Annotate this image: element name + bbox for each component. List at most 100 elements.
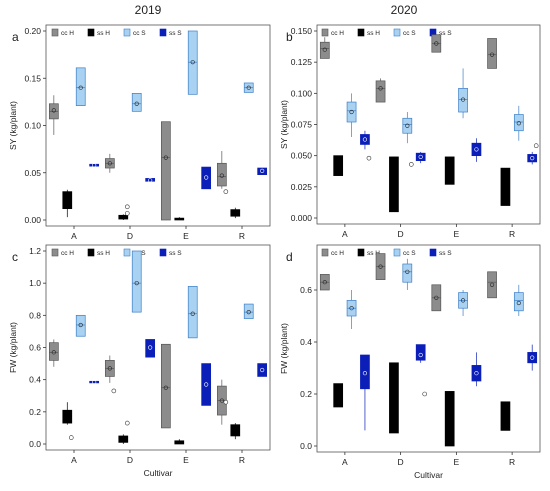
y-tick-label: 0.05: [24, 168, 41, 178]
box-cc-S-A: [346, 93, 357, 137]
legend-swatch: [393, 248, 401, 257]
box: [389, 362, 399, 434]
mean-marker: [107, 161, 112, 166]
box-cc-H-D: [375, 78, 386, 103]
legend-swatch: [357, 248, 365, 257]
box-ss-S-D: [415, 344, 427, 397]
y-tick-label: 0.6: [300, 285, 312, 295]
legend: cc H ss H cc S ss S: [321, 248, 452, 257]
y-tick-label: 0.10: [24, 121, 41, 131]
box-cc-H-A: [48, 95, 59, 135]
mean-marker: [219, 398, 224, 403]
x-tick-label: E: [183, 231, 189, 241]
y-axis-label: SY (kg/plant): [279, 100, 289, 149]
mean-marker: [219, 173, 224, 178]
y-tick-label: 0.100: [291, 88, 313, 98]
box: [145, 339, 156, 358]
legend-label: ss S: [169, 250, 182, 257]
box-cc-H-E: [431, 284, 442, 312]
mean-marker: [246, 310, 251, 315]
box: [230, 424, 241, 437]
y-tick-label: 0.00: [24, 215, 41, 225]
panel-label: d: [286, 250, 293, 264]
box: [62, 409, 73, 424]
x-tick-label: D: [127, 231, 133, 241]
outlier-point: [409, 162, 414, 167]
mean-marker: [92, 163, 97, 168]
panel-label: b: [286, 30, 293, 44]
legend-label: ss S: [439, 250, 452, 257]
box: [444, 391, 455, 447]
box-ss-H-E: [444, 391, 455, 447]
mean-marker: [530, 355, 535, 360]
box-cc-H-A: [319, 37, 330, 59]
legend-swatch: [87, 248, 95, 257]
outlier-point: [111, 388, 117, 394]
legend-swatch: [51, 248, 59, 257]
x-tick-label: D: [398, 457, 404, 467]
y-axis-label: FW (kg/plant): [8, 322, 18, 373]
box-ss-H-R: [500, 401, 511, 431]
legend-label: ss S: [169, 30, 182, 37]
mean-marker: [260, 367, 265, 373]
box-ss-H-R: [500, 167, 511, 206]
legend-label: ss H: [367, 30, 380, 37]
box-cc-S-A: [75, 314, 86, 337]
x-tick-label: A: [342, 229, 348, 239]
outlier-point: [68, 435, 74, 440]
outlier-point: [124, 204, 130, 210]
box-ss-H-A: [62, 402, 74, 440]
mean-marker: [190, 311, 195, 316]
box-cc-S-A: [346, 290, 357, 329]
panel-d: d 0.0 0.2 0.4 0.6 FW (kg/plant) A D E R Cultivar cc…: [279, 244, 541, 480]
box: [487, 38, 497, 69]
box: [160, 121, 171, 221]
outlier-point: [124, 211, 130, 216]
y-tick-label: 0.150: [291, 26, 313, 36]
x-axis-label: Cultivar: [414, 470, 443, 480]
box-cc-H-A: [48, 339, 59, 367]
mean-marker: [134, 101, 139, 106]
box: [257, 167, 268, 175]
mean-marker: [51, 350, 56, 355]
plot-frame: [316, 244, 541, 453]
box-cc-H-R: [487, 38, 497, 69]
box: [360, 134, 370, 145]
mean-marker: [246, 85, 251, 90]
x-tick-label: R: [509, 229, 515, 239]
mean-marker: [434, 41, 439, 46]
legend: cc H ss H cc S ss S: [51, 28, 182, 37]
y-tick-label: 1.2: [29, 246, 41, 256]
box: [75, 67, 86, 107]
outlier-point: [366, 155, 372, 161]
box-ss-H-E: [444, 156, 455, 185]
box: [187, 30, 198, 95]
x-tick-label: E: [183, 455, 189, 465]
legend-label: cc S: [133, 30, 146, 37]
mean-marker: [362, 137, 368, 142]
box-ss-S-A: [89, 379, 100, 385]
box-ss-H-D: [118, 204, 130, 220]
box-cc-S-E: [187, 30, 198, 95]
x-tick-label: R: [239, 455, 245, 465]
box-cc-H-A: [319, 274, 330, 291]
box: [402, 263, 413, 283]
mean-marker: [489, 52, 495, 57]
legend-label: ss H: [97, 30, 110, 37]
legend-label: cc S: [403, 250, 416, 257]
plot-frame: [45, 24, 271, 227]
mean-marker: [163, 385, 168, 390]
box-ss-H-D: [118, 420, 130, 444]
outlier-point: [223, 189, 229, 194]
box: [48, 342, 59, 361]
box: [346, 101, 357, 123]
box-cc-S-D: [402, 112, 414, 167]
mean-marker: [134, 281, 139, 286]
box: [458, 87, 468, 113]
mean-marker: [378, 86, 383, 91]
mean-marker: [349, 109, 354, 115]
mean-marker: [260, 168, 265, 173]
legend-swatch: [87, 28, 95, 37]
y-tick-label: 0.075: [291, 120, 313, 130]
